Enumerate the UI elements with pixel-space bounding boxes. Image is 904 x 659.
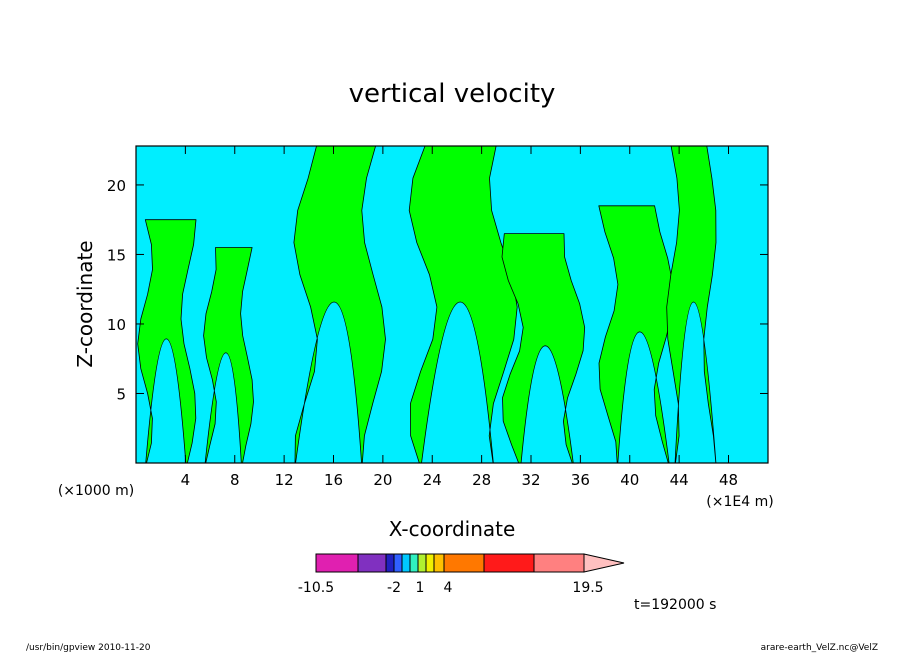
updraft-region	[203, 247, 254, 463]
colorbar-arrow	[583, 553, 625, 573]
colorbar-swatch	[483, 553, 535, 573]
colorbar-label: -10.5	[298, 580, 334, 596]
x-tick-label: 36	[571, 471, 590, 489]
updraft-region	[666, 146, 717, 463]
updraft-region	[293, 146, 386, 463]
colorbar-swatch	[393, 553, 403, 573]
colorbar-label: -2	[387, 580, 401, 596]
y-tick-label: 10	[107, 316, 126, 334]
updraft-region	[501, 233, 586, 463]
colorbar-swatch	[409, 553, 419, 573]
colorbar-label: 1	[416, 580, 425, 596]
footer-right: arare-earth_VelZ.nc@VelZ	[761, 643, 878, 653]
x-unit-right: (×1E4 m)	[706, 494, 773, 510]
chart-title: vertical velocity	[349, 79, 556, 109]
x-tick-label: 32	[521, 471, 540, 489]
footer-left: /usr/bin/gpview 2010-11-20	[26, 643, 151, 653]
y-tick-label: 15	[107, 246, 126, 264]
x-tick-label: 44	[670, 471, 689, 489]
colorbar-swatch	[433, 553, 445, 573]
colorbar-label: 19.5	[572, 580, 603, 596]
colorbar-swatch	[401, 553, 411, 573]
time-label: t=192000 s	[634, 597, 716, 613]
x-tick-label: 40	[620, 471, 639, 489]
updraft-region	[137, 219, 197, 463]
colorbar-labels: -10.5 -2 1 4 19.5	[298, 580, 604, 596]
colorbar-swatch	[425, 553, 435, 573]
colorbar-swatch	[443, 553, 485, 573]
y-axis-label: Z-coordinate	[73, 240, 97, 367]
x-tick-label: 12	[275, 471, 294, 489]
x-axis: 4 8 12 16 20 24 28 32 36 40 44 48	[181, 146, 738, 489]
contour-field	[136, 146, 768, 463]
x-axis-label: X-coordinate	[389, 517, 516, 541]
x-unit-left: (×1000 m)	[58, 483, 134, 499]
updraft-region	[598, 205, 674, 463]
colorbar-swatch	[315, 553, 359, 573]
plot-frame	[135, 145, 769, 464]
x-tick-label: 20	[373, 471, 392, 489]
x-tick-label: 8	[230, 471, 240, 489]
x-tick-label: 16	[324, 471, 343, 489]
colorbar-swatch	[385, 553, 395, 573]
x-tick-label: 28	[472, 471, 491, 489]
x-tick-label: 48	[719, 471, 738, 489]
x-tick-label: 24	[423, 471, 442, 489]
colorbar-label: 4	[444, 580, 453, 596]
x-tick-label: 4	[181, 471, 191, 489]
y-tick-label: 20	[107, 177, 126, 195]
colorbar	[315, 553, 625, 573]
updraft-region	[408, 146, 518, 463]
colorbar-swatch	[357, 553, 387, 573]
y-tick-label: 5	[116, 385, 126, 403]
colorbar-swatch	[533, 553, 585, 573]
y-axis: 5 10 15 20	[107, 177, 768, 403]
colorbar-swatch	[417, 553, 427, 573]
